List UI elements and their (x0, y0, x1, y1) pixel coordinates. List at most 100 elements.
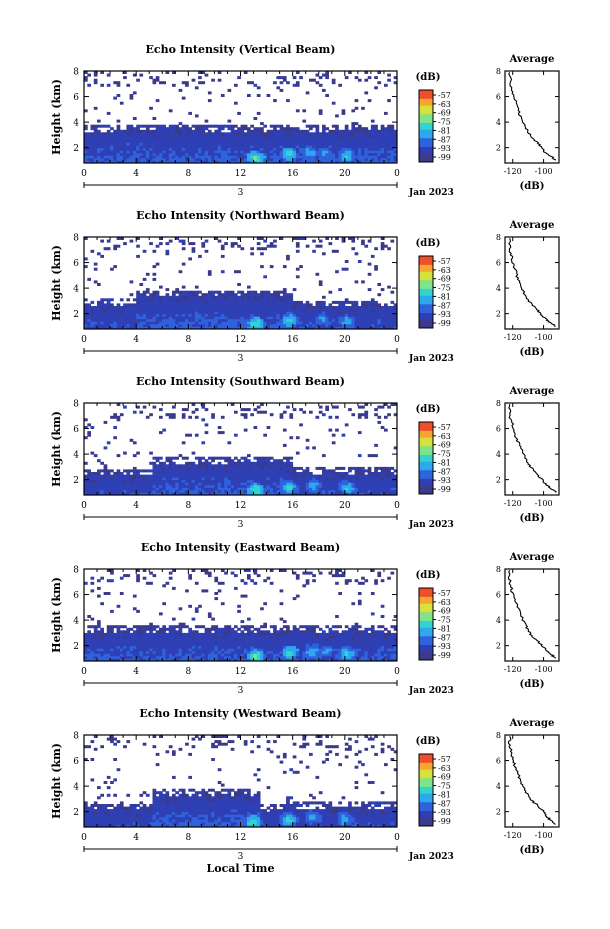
heatmap-cell (152, 635, 157, 639)
heatmap-cell (116, 137, 121, 141)
colorbar-segment (419, 112, 433, 115)
heatmap-cell (302, 237, 307, 240)
heatmap-cell (318, 109, 323, 113)
heatmap-cell (325, 157, 329, 161)
heatmap-cell (286, 469, 290, 473)
heatmap-cell (220, 474, 225, 478)
heatmap-cell (256, 303, 261, 307)
average-y-tick-label: 4 (496, 450, 501, 459)
heatmap-cell (289, 489, 294, 493)
heatmap-cell (90, 124, 95, 128)
heatmap-cell (263, 298, 267, 302)
heatmap-cell (377, 134, 382, 138)
heatmap-cell (97, 655, 101, 659)
heatmap-cell (155, 76, 160, 80)
heatmap-cell (250, 293, 254, 297)
heatmap-cell (224, 134, 228, 138)
heatmap-cell (119, 150, 124, 154)
heatmap-cell (374, 247, 378, 251)
heatmap-cell (129, 653, 134, 657)
heatmap-cell (145, 581, 150, 585)
heatmap-cell (224, 137, 228, 141)
heatmap-cell (119, 474, 124, 478)
heatmap-cell (387, 318, 391, 322)
heatmap-cell (207, 313, 212, 317)
heatmap-cell (367, 157, 372, 161)
heatmap-cell (175, 474, 179, 478)
heatmap-cell (142, 643, 147, 647)
heatmap-cell (93, 147, 98, 151)
heatmap-cell (348, 160, 352, 164)
heatmap-cell (142, 576, 147, 580)
heatmap-cell (103, 303, 108, 307)
heatmap-cell (155, 311, 160, 315)
heatmap-cell (132, 150, 137, 154)
heatmap-cell (243, 323, 248, 327)
heatmap-cell (309, 145, 313, 149)
heatmap-cell (374, 306, 378, 309)
heatmap-cell (172, 293, 176, 297)
heatmap-cell (116, 127, 121, 131)
heatmap-cell (286, 303, 290, 307)
heatmap-cell (335, 132, 339, 136)
heatmap-cell (318, 489, 323, 493)
heatmap-cell (269, 124, 274, 128)
heatmap-cell (100, 645, 104, 649)
heatmap-cell (87, 145, 91, 149)
heatmap-cell (393, 318, 398, 322)
heatmap-cell (370, 147, 375, 151)
heatmap-cell (227, 323, 232, 327)
heatmap-cell (240, 492, 245, 496)
heatmap-cell (198, 127, 202, 131)
heatmap-cell (113, 265, 117, 269)
heatmap-cell (211, 326, 215, 330)
heatmap-cell (159, 461, 163, 465)
heatmap-cell (393, 155, 398, 159)
heatmap-cell (198, 466, 202, 470)
heatmap-cell (188, 433, 192, 437)
heatmap-cell (106, 479, 111, 483)
heatmap-cell (387, 155, 391, 159)
average-title: Average (509, 386, 555, 397)
heatmap-cell (247, 152, 251, 156)
heatmap-cell (132, 321, 137, 325)
heatmap-cell (338, 323, 342, 327)
heatmap-cell (364, 155, 369, 159)
heatmap-cell (139, 625, 144, 629)
heatmap-cell (152, 140, 157, 143)
heatmap-cell (240, 150, 245, 154)
heatmap-cell (364, 469, 369, 473)
heatmap-cell (149, 643, 153, 647)
heatmap-cell (269, 137, 274, 141)
heatmap-cell (152, 313, 157, 317)
heatmap-cell (237, 127, 241, 131)
heatmap-cell (103, 650, 108, 654)
heatmap-cell (253, 326, 258, 330)
heatmap-cell (110, 157, 114, 161)
heatmap-cell (335, 484, 339, 488)
colorbar-segment (419, 91, 433, 94)
heatmap-cell (217, 479, 222, 483)
heatmap-cell (175, 321, 179, 325)
heatmap-cell (207, 150, 212, 154)
heatmap-cell (191, 466, 196, 470)
heatmap-cell (123, 482, 127, 486)
heatmap-cell (188, 474, 192, 478)
heatmap-cell (263, 303, 267, 307)
heatmap-cell (325, 318, 329, 322)
heatmap-cell (315, 484, 320, 488)
heatmap-cell (361, 152, 365, 156)
heatmap-cell (188, 142, 192, 146)
heatmap-cell (152, 487, 157, 491)
heatmap-cell (322, 413, 326, 417)
heatmap-cell (217, 78, 222, 82)
heatmap-cell (152, 484, 157, 488)
heatmap-cell (338, 308, 342, 312)
heatmap-cell (295, 321, 300, 325)
heatmap-cell (344, 142, 349, 146)
heatmap-cell (159, 316, 163, 320)
heatmap-cell (322, 157, 326, 161)
heatmap-cell (256, 474, 261, 478)
heatmap-cell (194, 306, 199, 309)
heatmap-cell (240, 247, 245, 251)
